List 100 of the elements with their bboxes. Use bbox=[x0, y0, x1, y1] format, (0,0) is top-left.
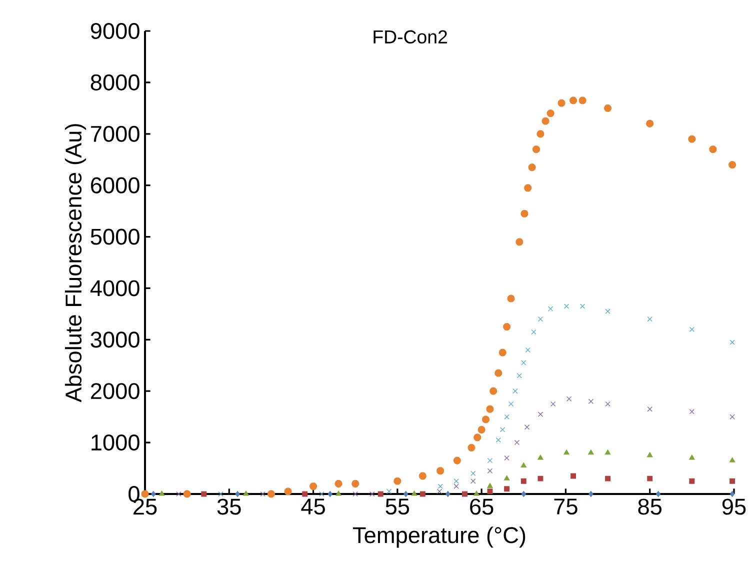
point bbox=[516, 238, 524, 246]
x-axis-title: Temperature (°C) bbox=[352, 526, 526, 548]
point bbox=[580, 304, 586, 309]
point bbox=[536, 130, 544, 138]
point bbox=[487, 483, 493, 488]
y-tick-label: 5000 bbox=[90, 228, 140, 245]
point bbox=[520, 478, 526, 484]
point bbox=[729, 457, 736, 462]
point bbox=[728, 160, 736, 169]
point bbox=[334, 480, 342, 488]
point bbox=[487, 458, 493, 464]
point bbox=[531, 329, 536, 335]
point bbox=[158, 490, 165, 496]
point bbox=[689, 478, 695, 484]
point bbox=[503, 322, 511, 331]
point bbox=[438, 484, 443, 489]
point bbox=[730, 478, 736, 484]
point bbox=[588, 490, 594, 497]
point bbox=[604, 104, 612, 112]
point bbox=[570, 473, 576, 479]
point bbox=[454, 478, 459, 484]
point bbox=[566, 396, 572, 402]
point bbox=[689, 454, 695, 460]
point bbox=[538, 412, 544, 417]
point bbox=[504, 455, 510, 461]
point bbox=[478, 426, 486, 434]
point bbox=[176, 491, 182, 497]
point bbox=[548, 306, 554, 312]
point bbox=[319, 491, 324, 497]
point bbox=[201, 491, 207, 497]
point bbox=[604, 450, 611, 455]
point bbox=[647, 316, 652, 322]
point bbox=[564, 304, 570, 309]
point bbox=[538, 454, 544, 460]
point bbox=[462, 491, 468, 497]
point bbox=[474, 434, 482, 442]
point bbox=[730, 340, 735, 345]
point bbox=[646, 120, 654, 128]
point bbox=[486, 405, 494, 413]
point bbox=[141, 490, 149, 498]
point bbox=[482, 416, 490, 424]
point bbox=[394, 477, 402, 485]
point bbox=[588, 450, 594, 455]
chart-title: FD-Con2 bbox=[374, 30, 447, 44]
point bbox=[514, 440, 520, 446]
point bbox=[521, 360, 526, 366]
point bbox=[418, 472, 426, 480]
x-tick-label: 75 bbox=[554, 498, 578, 515]
point bbox=[284, 488, 292, 496]
point bbox=[370, 491, 375, 497]
point bbox=[328, 490, 332, 497]
point bbox=[605, 476, 611, 482]
point bbox=[656, 490, 661, 497]
point bbox=[470, 470, 476, 476]
point bbox=[525, 347, 530, 353]
point bbox=[378, 491, 384, 497]
y-tick-label: 6000 bbox=[91, 177, 140, 194]
point bbox=[647, 476, 653, 482]
point bbox=[532, 146, 540, 154]
point bbox=[494, 369, 502, 377]
point bbox=[538, 316, 544, 322]
x-tick-label: 35 bbox=[217, 498, 241, 515]
point bbox=[588, 398, 594, 404]
point bbox=[496, 437, 501, 443]
point bbox=[508, 401, 514, 407]
point bbox=[474, 490, 480, 496]
point bbox=[183, 490, 191, 498]
point bbox=[542, 117, 550, 125]
y-tick-label: 7000 bbox=[91, 126, 140, 142]
point bbox=[564, 450, 570, 455]
y-tick-label: 2000 bbox=[91, 383, 140, 400]
point bbox=[524, 424, 530, 430]
point bbox=[404, 490, 408, 497]
y-tick-label: 8000 bbox=[90, 74, 140, 90]
point bbox=[546, 110, 554, 118]
point bbox=[267, 490, 276, 498]
point bbox=[688, 135, 696, 143]
point bbox=[436, 488, 442, 494]
point bbox=[453, 456, 461, 464]
point bbox=[512, 388, 518, 394]
point bbox=[578, 96, 586, 104]
point bbox=[336, 490, 342, 496]
point bbox=[309, 482, 318, 490]
point bbox=[352, 491, 358, 497]
point bbox=[487, 488, 493, 494]
point bbox=[521, 490, 526, 497]
x-tick-label: 65 bbox=[470, 498, 494, 515]
point bbox=[151, 490, 156, 497]
point bbox=[487, 468, 493, 474]
point bbox=[730, 490, 735, 497]
point bbox=[550, 401, 556, 407]
point bbox=[470, 478, 476, 484]
point bbox=[504, 414, 510, 420]
point bbox=[436, 467, 444, 475]
point bbox=[243, 490, 249, 496]
point bbox=[504, 475, 510, 480]
point bbox=[558, 99, 566, 107]
y-tick-label: 9000 bbox=[90, 22, 140, 40]
point bbox=[420, 491, 426, 497]
point bbox=[260, 491, 266, 497]
